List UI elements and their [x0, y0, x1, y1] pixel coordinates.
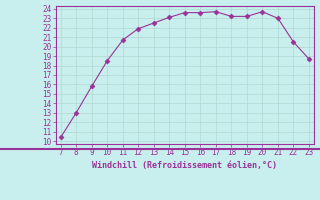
X-axis label: Windchill (Refroidissement éolien,°C): Windchill (Refroidissement éolien,°C)	[92, 161, 277, 170]
